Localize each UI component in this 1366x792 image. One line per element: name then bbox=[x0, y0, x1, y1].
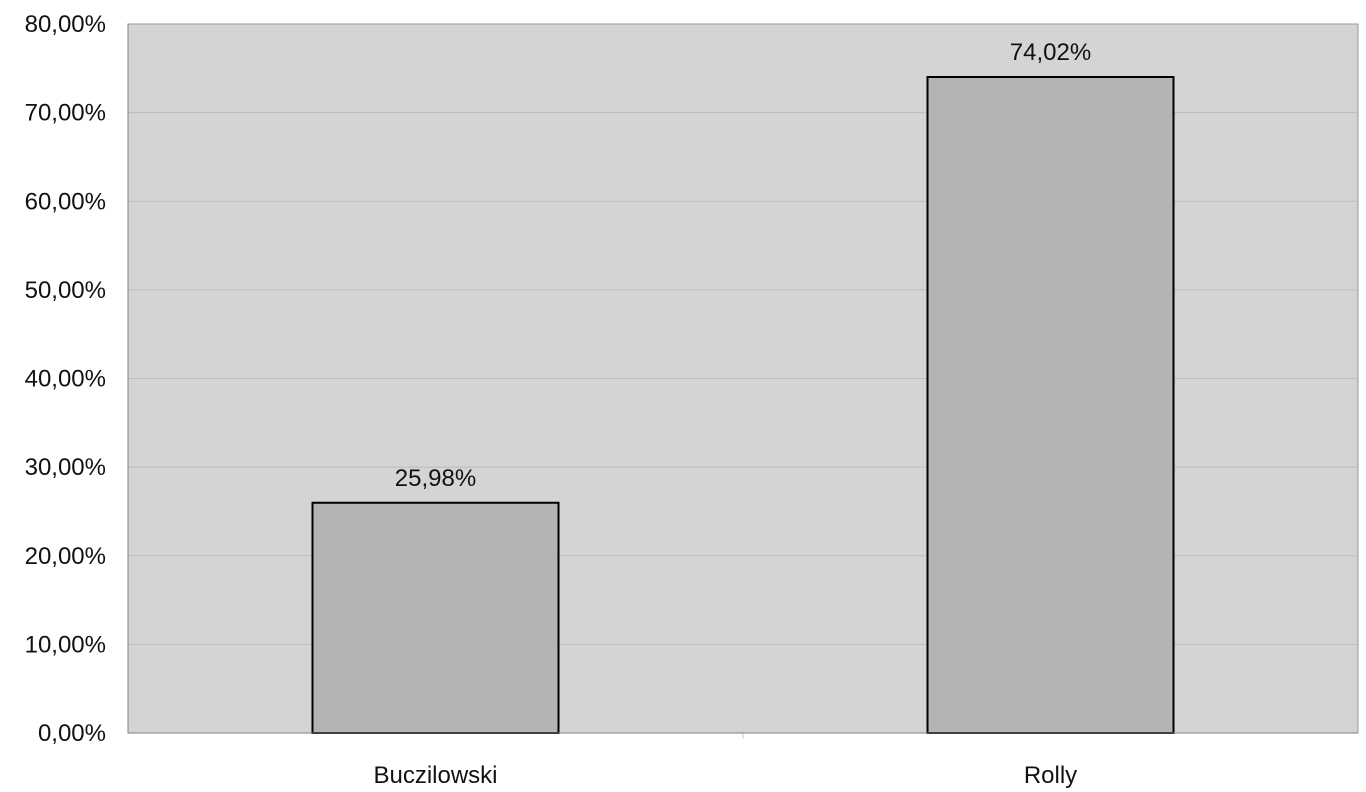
data-labels: 25,98% 74,02% bbox=[395, 39, 1091, 492]
y-tick-label: 80,00% bbox=[25, 11, 106, 38]
bar bbox=[311, 501, 560, 735]
y-tick-label: 0,00% bbox=[38, 720, 106, 747]
y-tick-label: 20,00% bbox=[25, 543, 106, 570]
y-tick-label: 70,00% bbox=[25, 100, 106, 127]
y-tick-label: 60,00% bbox=[25, 188, 106, 215]
y-tick-label: 10,00% bbox=[25, 631, 106, 658]
y-tick-label: 40,00% bbox=[25, 366, 106, 393]
y-tick-label: 30,00% bbox=[25, 454, 106, 481]
data-label: 25,98% bbox=[395, 465, 476, 492]
bars bbox=[311, 75, 1175, 735]
y-tick-label: 50,00% bbox=[25, 277, 106, 304]
x-tick-label: Buczilowski bbox=[373, 762, 497, 789]
x-axis-tick-labels: Buczilowski Rolly bbox=[373, 733, 1077, 789]
bar bbox=[926, 75, 1175, 735]
x-tick-label: Rolly bbox=[1024, 762, 1077, 789]
data-label: 74,02% bbox=[1010, 39, 1091, 66]
y-axis-tick-labels: 0,00% 10,00% 20,00% 30,00% 40,00% 50,00% 60,00… bbox=[25, 11, 106, 747]
